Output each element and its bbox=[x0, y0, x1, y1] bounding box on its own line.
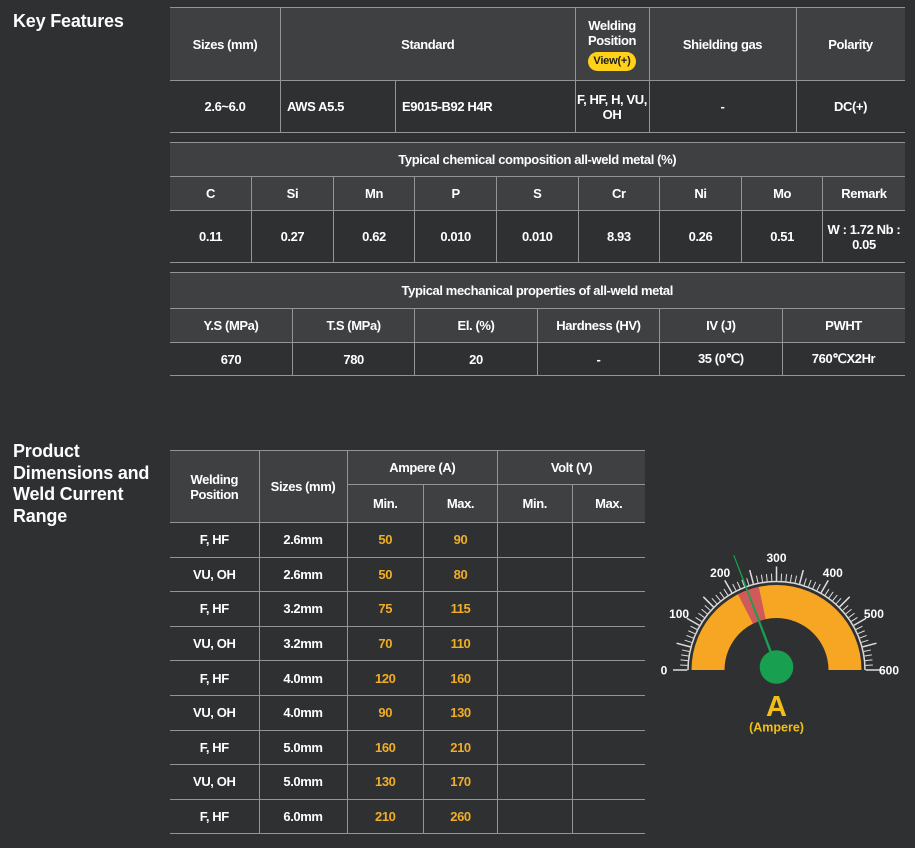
svg-text:A: A bbox=[766, 691, 787, 723]
svg-text:100: 100 bbox=[669, 607, 689, 621]
svg-text:400: 400 bbox=[823, 566, 843, 580]
svg-text:500: 500 bbox=[864, 607, 884, 621]
svg-text:(Ampere): (Ampere) bbox=[749, 721, 804, 735]
svg-text:300: 300 bbox=[766, 551, 786, 565]
svg-text:0: 0 bbox=[661, 664, 668, 678]
svg-text:200: 200 bbox=[710, 566, 730, 580]
svg-text:600: 600 bbox=[879, 664, 899, 678]
